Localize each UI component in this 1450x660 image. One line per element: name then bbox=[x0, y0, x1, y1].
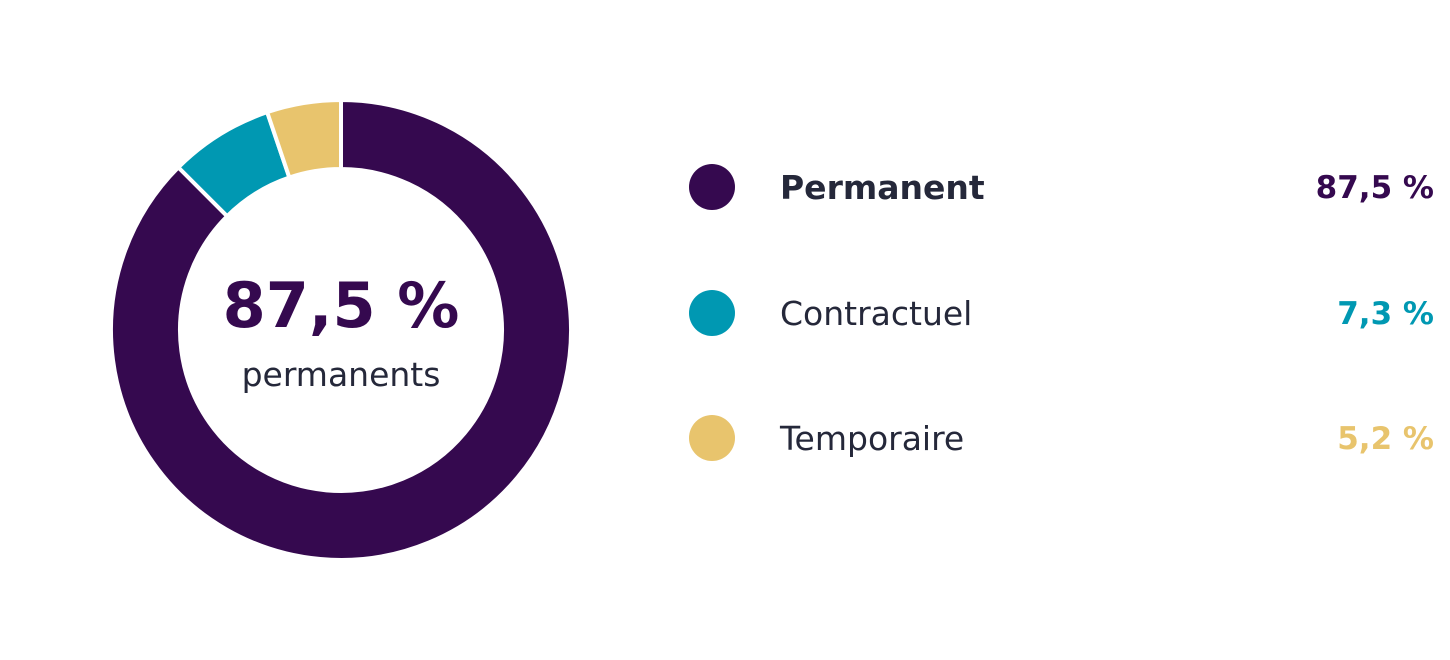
slice-permanent bbox=[109, 97, 573, 562]
legend-swatch-contractuel bbox=[689, 290, 735, 336]
legend-value-permanent: 87,5 % bbox=[1316, 170, 1434, 206]
legend-value-contractuel: 7,3 % bbox=[1337, 296, 1434, 332]
center-label: permanents bbox=[242, 355, 441, 394]
legend-label-temporaire: Temporaire bbox=[779, 419, 964, 458]
slice-temporaire bbox=[264, 97, 343, 181]
center-value: 87,5 % bbox=[223, 269, 460, 342]
legend-label-permanent: Permanent bbox=[780, 168, 985, 207]
legend-swatch-permanent bbox=[689, 164, 735, 210]
legend-label-contractuel: Contractuel bbox=[780, 294, 972, 333]
legend-value-temporaire: 5,2 % bbox=[1337, 421, 1434, 457]
legend-swatch-temporaire bbox=[689, 415, 735, 461]
legend: Permanent 87,5 % Contractuel 7,3 % Temporair… bbox=[689, 164, 1434, 461]
donut-slices bbox=[109, 97, 573, 562]
